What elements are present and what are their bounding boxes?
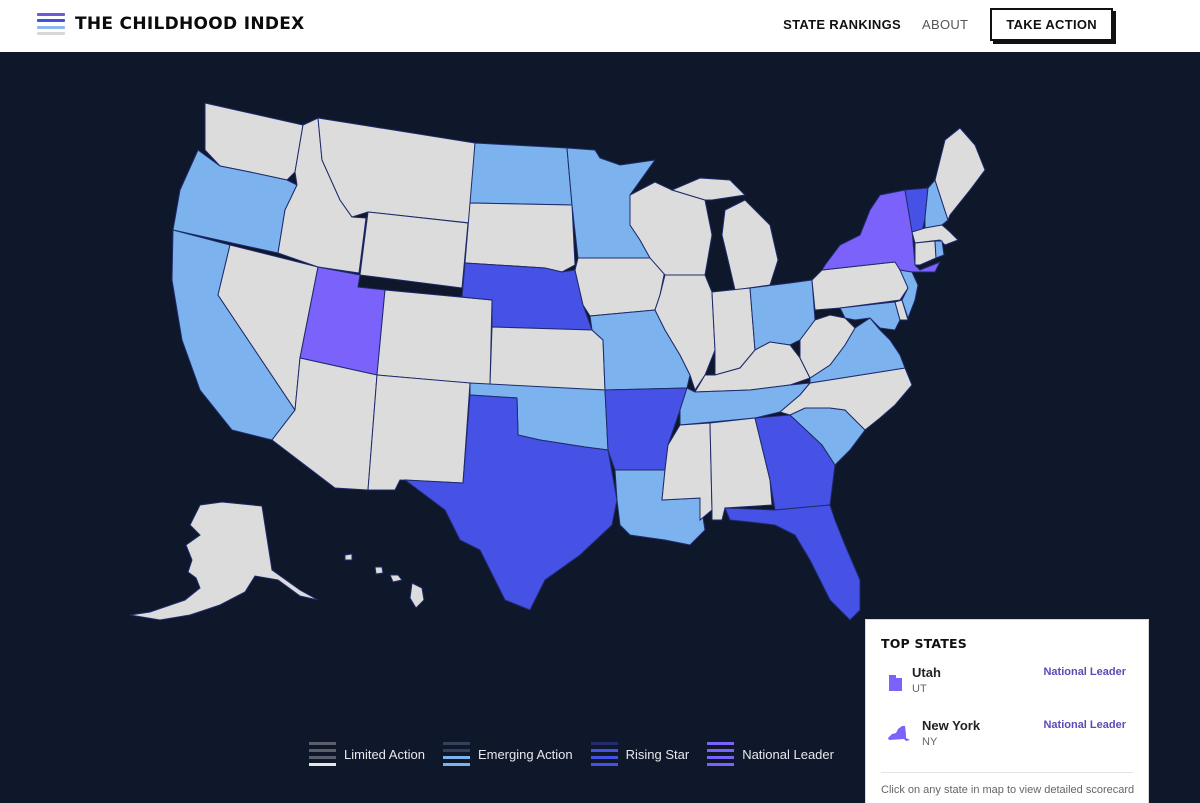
- legend-bar: [442, 742, 470, 745]
- take-action-button[interactable]: TAKE ACTION: [990, 8, 1113, 41]
- limited-action-bars-icon: [309, 742, 336, 766]
- nav-state-rankings[interactable]: STATE RANKINGS: [783, 17, 902, 32]
- legend-item-limited-action[interactable]: Limited Action: [309, 742, 425, 766]
- state-ME[interactable]: [934, 127, 986, 222]
- new-york-shape-icon: [888, 726, 910, 741]
- state-tier: National Leader: [1043, 666, 1126, 678]
- logo-bar: [37, 31, 65, 35]
- state-HI[interactable]: [344, 553, 425, 609]
- state-VT[interactable]: [904, 187, 929, 233]
- legend-bar: [707, 756, 735, 759]
- state-FL[interactable]: [724, 504, 861, 621]
- legend-label: Limited Action: [344, 746, 425, 762]
- legend-bar: [442, 756, 470, 759]
- state-NY[interactable]: [821, 189, 942, 273]
- nav-about[interactable]: ABOUT: [922, 17, 969, 32]
- top-states-card: TOP STATES Utah UT National Leader New Y…: [865, 619, 1149, 803]
- utah-shape-icon: [889, 675, 902, 691]
- legend-bar: [309, 763, 336, 766]
- state-name: Utah: [912, 665, 941, 680]
- card-divider: [881, 772, 1133, 773]
- emerging-action-bars-icon: [442, 742, 470, 766]
- state-WV[interactable]: [799, 314, 856, 379]
- state-AK[interactable]: [129, 501, 319, 621]
- state-CO[interactable]: [376, 289, 493, 386]
- card-hint: Click on any state in map to view detail…: [881, 784, 1135, 796]
- state-NM[interactable]: [367, 374, 471, 491]
- map-legend: Limited Action Emerging Action Rising St…: [309, 742, 852, 766]
- legend-item-emerging-action[interactable]: Emerging Action: [442, 742, 573, 766]
- legend-bar: [442, 749, 470, 752]
- legend-bar: [707, 749, 735, 752]
- brand-name: THE CHILDHOOD INDEX: [75, 14, 305, 34]
- state-NE[interactable]: [461, 262, 593, 331]
- national-leader-bars-icon: [707, 742, 735, 766]
- legend-bar: [707, 763, 735, 766]
- state-abbr: NY: [922, 736, 938, 748]
- state-DE[interactable]: [894, 299, 909, 321]
- state-TX[interactable]: [403, 394, 618, 611]
- map-area: TOP STATES Utah UT National Leader New Y…: [0, 52, 1200, 803]
- logo[interactable]: THE CHILDHOOD INDEX: [37, 13, 305, 35]
- state-KS[interactable]: [489, 326, 606, 391]
- legend-label: Emerging Action: [477, 746, 573, 762]
- state-IL[interactable]: [654, 274, 716, 392]
- state-name: New York: [922, 718, 981, 733]
- legend-bar: [590, 756, 618, 759]
- legend-bar: [590, 749, 618, 752]
- legend-item-rising-star[interactable]: Rising Star: [590, 742, 690, 766]
- top-state-row-utah[interactable]: Utah UT National Leader: [881, 665, 1133, 718]
- state-WY[interactable]: [359, 211, 469, 289]
- logo-bar: [37, 19, 65, 23]
- legend-label: Rising Star: [625, 746, 690, 762]
- us-choropleth-map[interactable]: [0, 52, 1200, 803]
- legend-bar: [309, 749, 336, 752]
- rising-star-bars-icon: [590, 742, 618, 766]
- state-ND[interactable]: [469, 142, 573, 206]
- logo-bars-icon: [37, 13, 65, 35]
- state-CT[interactable]: [914, 240, 937, 266]
- logo-bar: [37, 25, 65, 29]
- state-NJ[interactable]: [899, 269, 919, 320]
- legend-label: National Leader: [742, 746, 834, 762]
- legend-bar: [707, 742, 735, 745]
- state-IA[interactable]: [574, 257, 666, 317]
- legend-bar: [309, 742, 336, 745]
- legend-bar: [309, 756, 336, 759]
- top-states-title: TOP STATES: [881, 636, 967, 651]
- main-nav: STATE RANKINGS ABOUT TAKE ACTION: [783, 8, 1113, 41]
- legend-bar: [442, 763, 470, 766]
- legend-item-national-leader[interactable]: National Leader: [707, 742, 834, 766]
- site-header: THE CHILDHOOD INDEX STATE RANKINGS ABOUT…: [0, 0, 1200, 52]
- logo-bar: [37, 13, 65, 16]
- legend-bar: [590, 763, 618, 766]
- top-state-row-new-york[interactable]: New York NY National Leader: [881, 718, 1133, 771]
- state-abbr: UT: [912, 683, 927, 695]
- state-SD[interactable]: [464, 202, 576, 273]
- state-RI[interactable]: [934, 240, 945, 259]
- state-tier: National Leader: [1043, 719, 1126, 731]
- legend-bar: [590, 742, 618, 745]
